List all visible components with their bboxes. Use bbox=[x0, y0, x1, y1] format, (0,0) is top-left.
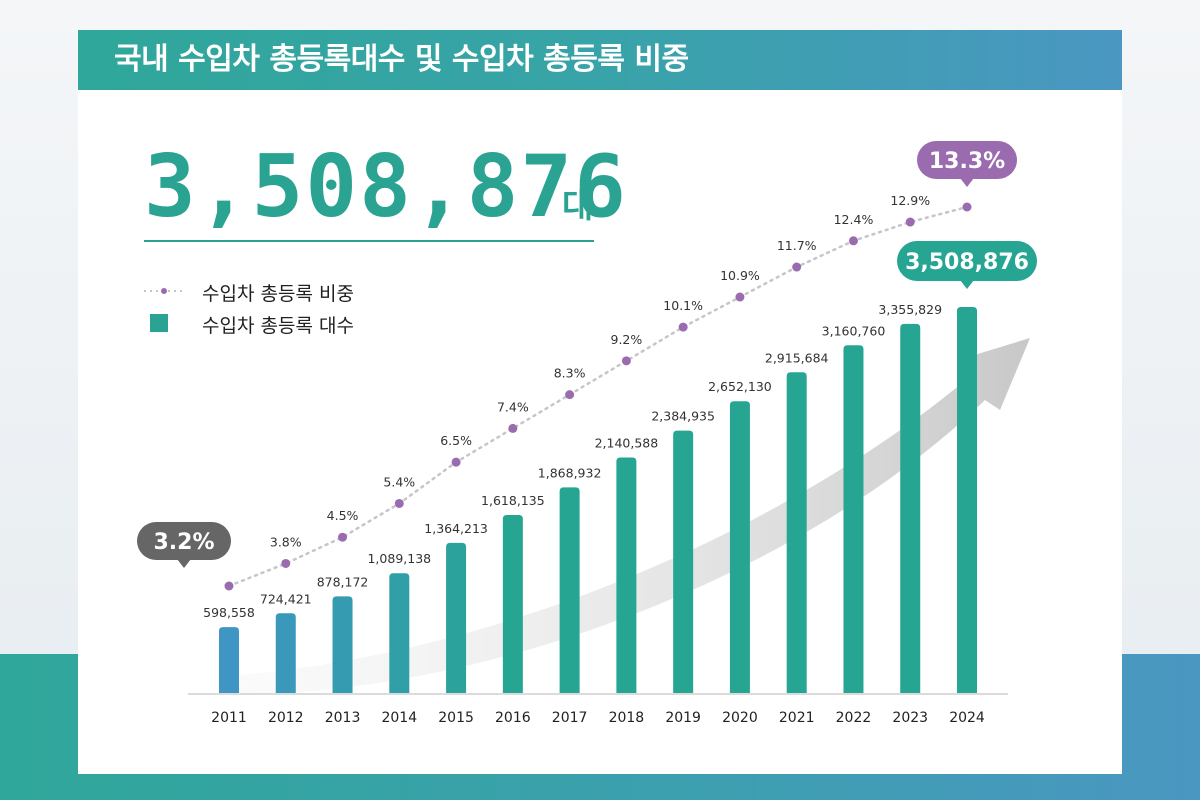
share-value-label: 7.4% bbox=[497, 399, 529, 414]
bar-value-label: 1,364,213 bbox=[424, 521, 488, 536]
bar-2017 bbox=[559, 487, 580, 693]
share-value-label: 12.9% bbox=[890, 193, 930, 208]
last-count-callout-bubble bbox=[897, 241, 1038, 281]
bar-2016 bbox=[502, 514, 523, 693]
bar-2018 bbox=[616, 457, 637, 693]
last-count-callout-text: 3,508,876 bbox=[905, 250, 1029, 275]
bar-value-label: 2,915,684 bbox=[765, 350, 829, 365]
share-point-2019 bbox=[678, 322, 688, 332]
total-counter: 3,508,876 bbox=[144, 137, 628, 237]
bar-value-label: 2,384,935 bbox=[651, 409, 715, 424]
share-value-label: 8.3% bbox=[554, 366, 586, 381]
bar-value-label: 724,421 bbox=[260, 591, 312, 606]
bar-2012 bbox=[275, 613, 296, 693]
share-point-2024 bbox=[962, 202, 972, 212]
bar-2019 bbox=[673, 430, 694, 693]
bar-value-label: 3,160,760 bbox=[822, 323, 886, 338]
x-tick-label: 2020 bbox=[722, 710, 758, 726]
share-point-2011 bbox=[224, 581, 234, 591]
last-share-callout-text: 13.3% bbox=[929, 149, 1005, 174]
bar-value-label: 598,558 bbox=[203, 605, 255, 620]
share-value-label: 9.2% bbox=[611, 332, 643, 347]
share-value-label: 11.7% bbox=[777, 238, 817, 253]
bar-2014 bbox=[389, 573, 410, 693]
bar-2013 bbox=[332, 596, 353, 693]
counter-underline bbox=[144, 240, 594, 242]
chart-title: 국내 수입차 총등록대수 및 수입차 총등록 비중 bbox=[114, 42, 689, 77]
share-value-label: 10.1% bbox=[663, 298, 703, 313]
bar-2022 bbox=[843, 345, 864, 693]
bar-2011 bbox=[219, 627, 239, 693]
share-point-2014 bbox=[394, 498, 404, 508]
last-share-callout: 13.3% bbox=[917, 141, 1018, 187]
dotted-line-icon bbox=[144, 288, 184, 294]
bar-value-label: 878,172 bbox=[317, 574, 369, 589]
first-share-callout-bubble bbox=[137, 522, 231, 560]
last-share-callout-pointer bbox=[960, 178, 975, 187]
bar-value-label: 3,355,829 bbox=[878, 302, 942, 317]
bar-value-label: 1,618,135 bbox=[481, 493, 545, 508]
bar-value-label: 1,868,932 bbox=[538, 465, 602, 480]
share-point-2015 bbox=[451, 457, 461, 467]
share-point-2021 bbox=[792, 262, 802, 272]
share-value-label: 10.9% bbox=[720, 268, 760, 283]
legend-label-count: 수입차 총등록 대수 bbox=[202, 315, 354, 337]
bar-value-label: 1,089,138 bbox=[367, 551, 431, 566]
bar-2020 bbox=[729, 401, 750, 693]
title-bar: 국내 수입차 총등록대수 및 수입차 총등록 비중 bbox=[78, 30, 1122, 90]
x-tick-label: 2014 bbox=[381, 710, 417, 726]
x-tick-label: 2011 bbox=[211, 710, 247, 726]
share-value-label: 12.4% bbox=[834, 212, 874, 227]
last-count-callout: 3,508,876 bbox=[897, 241, 1038, 289]
first-share-callout-pointer bbox=[177, 559, 191, 568]
x-tick-label: 2024 bbox=[949, 710, 985, 726]
bar-value-label: 2,652,130 bbox=[708, 379, 772, 394]
x-tick-label: 2022 bbox=[836, 710, 872, 726]
x-tick-label: 2016 bbox=[495, 710, 531, 726]
bar-value-label: 2,140,588 bbox=[595, 436, 659, 451]
bar-2024 bbox=[957, 307, 978, 693]
legend-label-share: 수입차 총등록 비중 bbox=[202, 283, 354, 305]
x-tick-label: 2012 bbox=[268, 710, 304, 726]
share-point-2023 bbox=[905, 217, 915, 227]
x-tick-label: 2015 bbox=[438, 710, 474, 726]
counter-unit: 대 bbox=[562, 186, 594, 226]
share-point-2016 bbox=[508, 423, 518, 433]
last-share-callout-bubble bbox=[917, 141, 1018, 179]
share-point-2013 bbox=[338, 532, 348, 542]
share-value-label: 6.5% bbox=[440, 433, 472, 448]
share-point-2012 bbox=[281, 558, 291, 568]
x-tick-label: 2017 bbox=[552, 710, 588, 726]
x-tick-label: 2021 bbox=[779, 710, 815, 726]
share-value-label: 5.4% bbox=[383, 474, 415, 489]
share-point-2020 bbox=[735, 292, 745, 302]
last-count-callout-pointer bbox=[960, 280, 975, 289]
share-line bbox=[227, 205, 969, 588]
bar-2021 bbox=[786, 372, 807, 693]
share-point-2017 bbox=[565, 390, 575, 400]
first-share-callout: 3.2% bbox=[137, 522, 231, 568]
x-tick-label: 2013 bbox=[325, 710, 361, 726]
share-point-2022 bbox=[848, 236, 858, 246]
share-value-label: 4.5% bbox=[327, 508, 359, 523]
bar-2015 bbox=[446, 542, 467, 693]
share-value-label: 3.8% bbox=[270, 534, 302, 549]
share-point-2018 bbox=[621, 356, 631, 366]
x-tick-label: 2023 bbox=[892, 710, 928, 726]
x-tick-label: 2019 bbox=[665, 710, 701, 726]
bar-2023 bbox=[900, 323, 921, 693]
x-tick-label: 2018 bbox=[609, 710, 645, 726]
first-share-callout-text: 3.2% bbox=[153, 530, 214, 555]
square-icon bbox=[150, 314, 168, 332]
